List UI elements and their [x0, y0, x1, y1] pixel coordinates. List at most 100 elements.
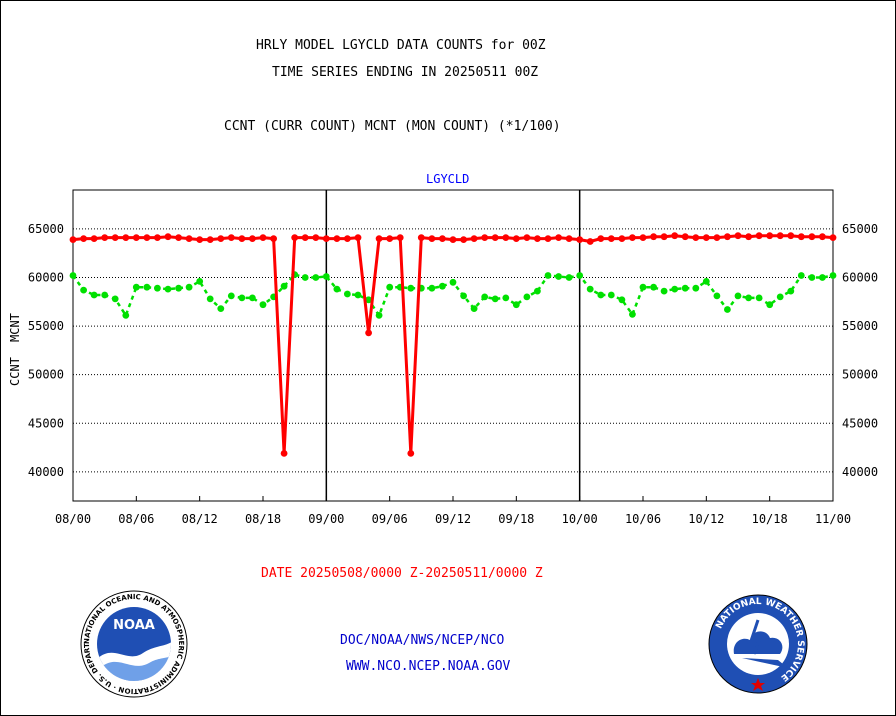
grid-lines [73, 228, 833, 473]
mcnt-point [639, 283, 647, 291]
ccnt-point [407, 450, 415, 457]
chart-title-line2: TIME SERIES ENDING IN 20250511 00Z [272, 65, 539, 80]
ylabel-mcnt: MCNT [8, 313, 22, 342]
ylabel-ccnt: CCNT [8, 357, 22, 386]
svg-text:NOAA: NOAA [113, 618, 155, 633]
ccnt-point [449, 236, 457, 244]
x-tick-label: 08/00 [55, 512, 91, 526]
ccnt-point [386, 235, 394, 243]
mcnt-point [143, 283, 151, 291]
ccnt-point [259, 234, 267, 242]
mcnt-point [164, 285, 172, 293]
website-link[interactable]: WWW.NCO.NCEP.NOAA.GOV [346, 659, 511, 674]
mcnt-point [90, 291, 98, 299]
mcnt-point [132, 283, 140, 291]
y-tick-label-right: 40000 [842, 465, 878, 479]
y-tick-label-right: 50000 [842, 368, 878, 382]
mcnt-point [217, 305, 225, 312]
mcnt-point [249, 294, 256, 302]
mcnt-point [196, 278, 204, 285]
mcnt-point [354, 291, 362, 299]
ccnt-point [491, 234, 499, 242]
ccnt-point [365, 329, 372, 337]
ccnt-point [544, 235, 552, 243]
mcnt-point [470, 305, 478, 312]
mcnt-point [312, 274, 320, 281]
ccnt-point [132, 234, 140, 242]
ccnt-point [280, 450, 288, 457]
y-tick-label-right: 45000 [842, 416, 878, 430]
mcnt-point [491, 295, 499, 303]
x-tick-label: 08/12 [182, 512, 218, 526]
y-tick-label-left: 50000 [28, 368, 64, 382]
ccnt-point [375, 235, 383, 243]
ccnt-point [597, 235, 605, 243]
y-tick-label-right: 65000 [842, 222, 878, 236]
ccnt-point [90, 235, 98, 243]
mcnt-point [776, 293, 784, 301]
ccnt-point [776, 232, 784, 240]
mcnt-point [259, 301, 267, 309]
y-tick-label-right: 60000 [842, 270, 878, 284]
chart-title-line1: HRLY MODEL LGYCLD DATA COUNTS for 00Z [256, 38, 546, 53]
ccnt-point [829, 234, 837, 242]
x-tick-label: 10/18 [752, 512, 788, 526]
mcnt-point [175, 284, 183, 292]
ccnt-point [249, 235, 256, 243]
ccnt-point [755, 232, 763, 240]
mcnt-point [375, 312, 383, 319]
ccnt-point [618, 235, 626, 243]
org-path: DOC/NOAA/NWS/NCEP/NCO [340, 633, 505, 648]
ccnt-point [270, 235, 277, 243]
ccnt-point [745, 233, 752, 241]
ccnt-point [344, 235, 351, 243]
mcnt-point [111, 295, 119, 303]
ccnt-point [439, 235, 446, 243]
ccnt-point [206, 236, 214, 244]
mcnt-point [280, 282, 288, 290]
y-tick-label-left: 60000 [28, 270, 64, 284]
mcnt-point [671, 285, 679, 293]
mcnt-point [534, 287, 541, 295]
mcnt-point [618, 296, 626, 304]
mcnt-point [122, 312, 130, 319]
mcnt-point [428, 284, 436, 292]
ccnt-point [660, 233, 668, 241]
mcnt-point [724, 306, 731, 313]
ccnt-point [702, 234, 710, 242]
ccnt-point [301, 234, 309, 242]
x-tick-label: 09/00 [308, 512, 344, 526]
mcnt-point [660, 287, 668, 295]
ccnt-point [681, 233, 689, 241]
mcnt-point [544, 272, 552, 279]
ccnt-point [154, 234, 161, 242]
mcnt-point [69, 272, 77, 279]
x-tick-label: 08/18 [245, 512, 281, 526]
mcnt-point [755, 294, 763, 302]
x-tick-label: 09/18 [498, 512, 534, 526]
mcnt-point [101, 291, 109, 299]
x-tick-label: 09/12 [435, 512, 471, 526]
mcnt-point [460, 292, 467, 300]
ccnt-point [586, 238, 594, 245]
ccnt-point [607, 235, 615, 243]
ccnt-point [196, 236, 204, 244]
x-tick-label: 10/12 [688, 512, 724, 526]
ccnt-point [555, 234, 562, 242]
plot-label: LGYCLD [426, 172, 470, 186]
mcnt-point [386, 283, 394, 291]
mcnt-point [745, 294, 752, 302]
ccnt-point [69, 236, 77, 244]
ccnt-point [797, 233, 805, 241]
ccnt-point [143, 234, 151, 242]
ccnt-point [322, 235, 330, 243]
x-tick-label: 10/06 [625, 512, 661, 526]
mcnt-point [439, 282, 446, 290]
ccnt-point [734, 232, 742, 240]
mcnt-point [713, 292, 721, 300]
ccnt-point [164, 233, 172, 241]
ccnt-point [80, 235, 87, 243]
mcnt-point [407, 284, 415, 292]
mcnt-point [344, 290, 351, 298]
ccnt-point [576, 236, 584, 244]
